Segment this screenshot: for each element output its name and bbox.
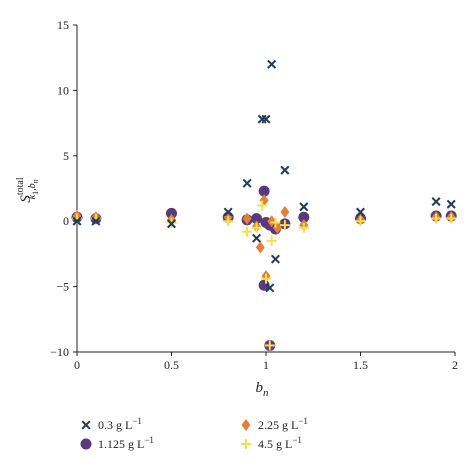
x-tick-label: 2 — [452, 358, 458, 372]
data-point-diamond — [280, 206, 290, 219]
legend-item: 0.3 g L−1 — [81, 416, 142, 432]
legend-label: 2.25 g L−1 — [258, 416, 308, 432]
data-point-plus — [266, 235, 277, 246]
data-point-x — [355, 207, 366, 217]
data-point-plus — [261, 273, 271, 284]
series-circle-points — [71, 185, 457, 351]
data-point-x — [280, 165, 290, 175]
y-tick-label: 5 — [63, 149, 69, 163]
data-point-x — [267, 59, 277, 69]
data-point-x — [265, 283, 275, 293]
y-ticks: −10 −5 0 5 10 15 — [50, 18, 77, 359]
series-plus-points — [72, 200, 457, 351]
data-point-diamond — [267, 215, 277, 228]
y-tick-label: 10 — [57, 83, 69, 97]
data-point-plus — [242, 226, 253, 237]
data-point-circle — [258, 185, 270, 197]
legend-marker-x — [81, 420, 91, 430]
legend-label: 4.5 g L−1 — [258, 435, 302, 451]
legend-label: 0.3 g L−1 — [98, 416, 142, 432]
data-point-diamond — [255, 241, 265, 254]
data-point-diamond — [242, 212, 252, 225]
data-point-x — [299, 202, 309, 212]
data-point-x — [91, 216, 101, 226]
data-point-x — [252, 233, 262, 243]
legend-item: 4.5 g L−1 — [241, 435, 302, 451]
series-diamond-points — [72, 194, 456, 283]
data-point-x — [72, 216, 82, 226]
y-axis-label: Stotalk1,bn — [15, 177, 40, 202]
x-tick-label: 1 — [263, 358, 269, 372]
data-points — [71, 59, 457, 351]
legend-marker-diamond — [241, 419, 251, 431]
data-point-plus — [257, 200, 268, 211]
y-tick-label: −5 — [56, 280, 69, 294]
data-point-circle — [166, 207, 177, 219]
x-tick-label: 0 — [74, 358, 80, 372]
legend-label: 1.125 g L−1 — [98, 435, 154, 451]
x-tick-label: 0.5 — [164, 358, 179, 372]
legend-marker-plus — [241, 439, 251, 449]
data-point-x — [446, 199, 456, 209]
data-point-circle — [251, 213, 263, 225]
data-point-x — [223, 207, 233, 217]
data-point-x — [261, 114, 271, 124]
legend: 0.3 g L−1 2.25 g L−1 1.125 g L−1 4.5 g L−1 — [80, 416, 308, 451]
data-point-plus — [270, 217, 281, 228]
data-point-plus — [264, 340, 275, 351]
data-point-plus — [431, 213, 442, 224]
data-point-circle — [298, 211, 310, 223]
data-point-plus — [223, 216, 234, 227]
data-point-plus — [279, 220, 290, 231]
data-point-x — [242, 178, 252, 188]
data-point-x — [270, 254, 280, 264]
legend-item: 2.25 g L−1 — [241, 416, 308, 432]
y-tick-label: 15 — [57, 18, 69, 32]
data-point-diamond — [259, 194, 269, 207]
data-point-x — [431, 197, 441, 207]
data-point-plus — [251, 222, 262, 233]
y-tick-label: 0 — [63, 214, 69, 228]
x-axis-label: bn — [256, 380, 270, 399]
legend-item: 1.125 g L−1 — [80, 435, 154, 451]
x-ticks: 0 0.5 1 1.5 2 — [74, 352, 458, 372]
data-point-plus — [355, 216, 366, 227]
y-tick-label: −10 — [50, 345, 69, 359]
series-x-points — [72, 59, 456, 293]
legend-marker-circle — [80, 438, 92, 450]
axes: 0 0.5 1 1.5 2 −10 −5 0 5 10 15 — [50, 18, 458, 372]
data-point-plus — [446, 213, 457, 224]
x-tick-label: 1.5 — [353, 358, 368, 372]
data-point-x — [166, 219, 177, 229]
data-point-plus — [298, 222, 309, 233]
